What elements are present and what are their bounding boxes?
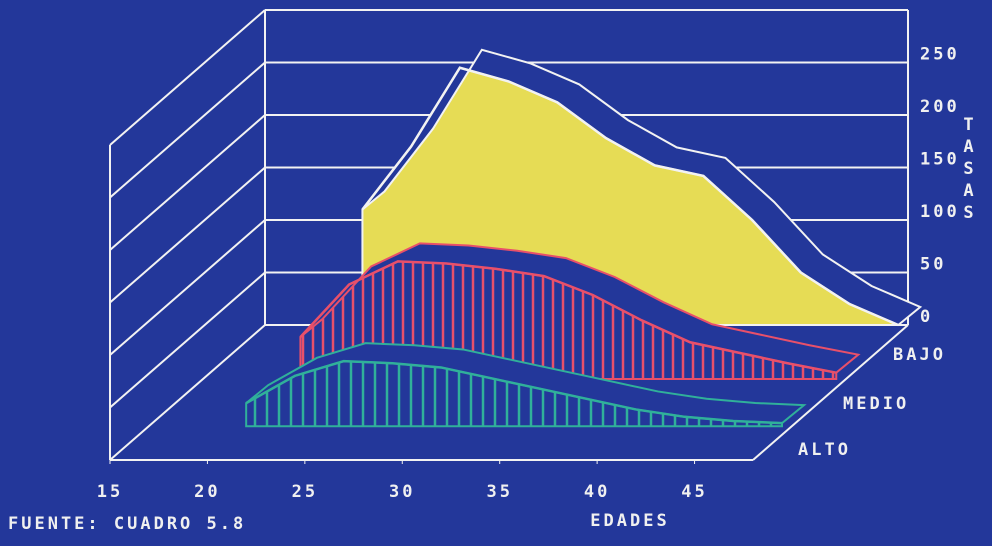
grid-line [109,219,266,356]
y-axis-letter: A [963,181,976,201]
x-tick-label: 20 [194,482,220,502]
grid-line [109,324,266,461]
y-axis-letter: S [963,203,976,223]
y-tick-label: 250 [920,45,960,65]
grid-line [109,114,266,251]
y-axis-letter: S [963,159,976,179]
series-line [299,260,837,374]
x-axis-label: EDADES [590,511,669,531]
legend-label: BAJO [893,345,946,365]
legend-label: ALTO [798,440,851,460]
wall-edge [109,9,266,146]
y-axis-letter: A [963,137,976,157]
grid-line [109,271,266,409]
x-tick-label: 15 [97,482,123,502]
x-tick-label: 40 [584,482,610,502]
y-tick-label: 0 [920,307,933,327]
y-axis-letter: T [963,115,976,135]
y-tick-label: 100 [920,202,960,222]
x-tick-label: 35 [486,482,512,502]
grid-line [109,61,266,199]
legend-label: MEDIO [843,394,909,414]
x-tick-label: 30 [389,482,415,502]
floor-edge [752,324,909,461]
series-line [361,66,899,327]
source: FUENTE: CUADRO 5.8 [8,514,246,534]
y-tick-label: 50 [920,255,946,275]
y-tick-label: 150 [920,150,960,170]
grid-line [109,166,266,304]
y-tick-label: 200 [920,97,960,117]
x-tick-label: 25 [292,482,318,502]
x-tick-label: 45 [681,482,707,502]
series-line [245,359,783,425]
